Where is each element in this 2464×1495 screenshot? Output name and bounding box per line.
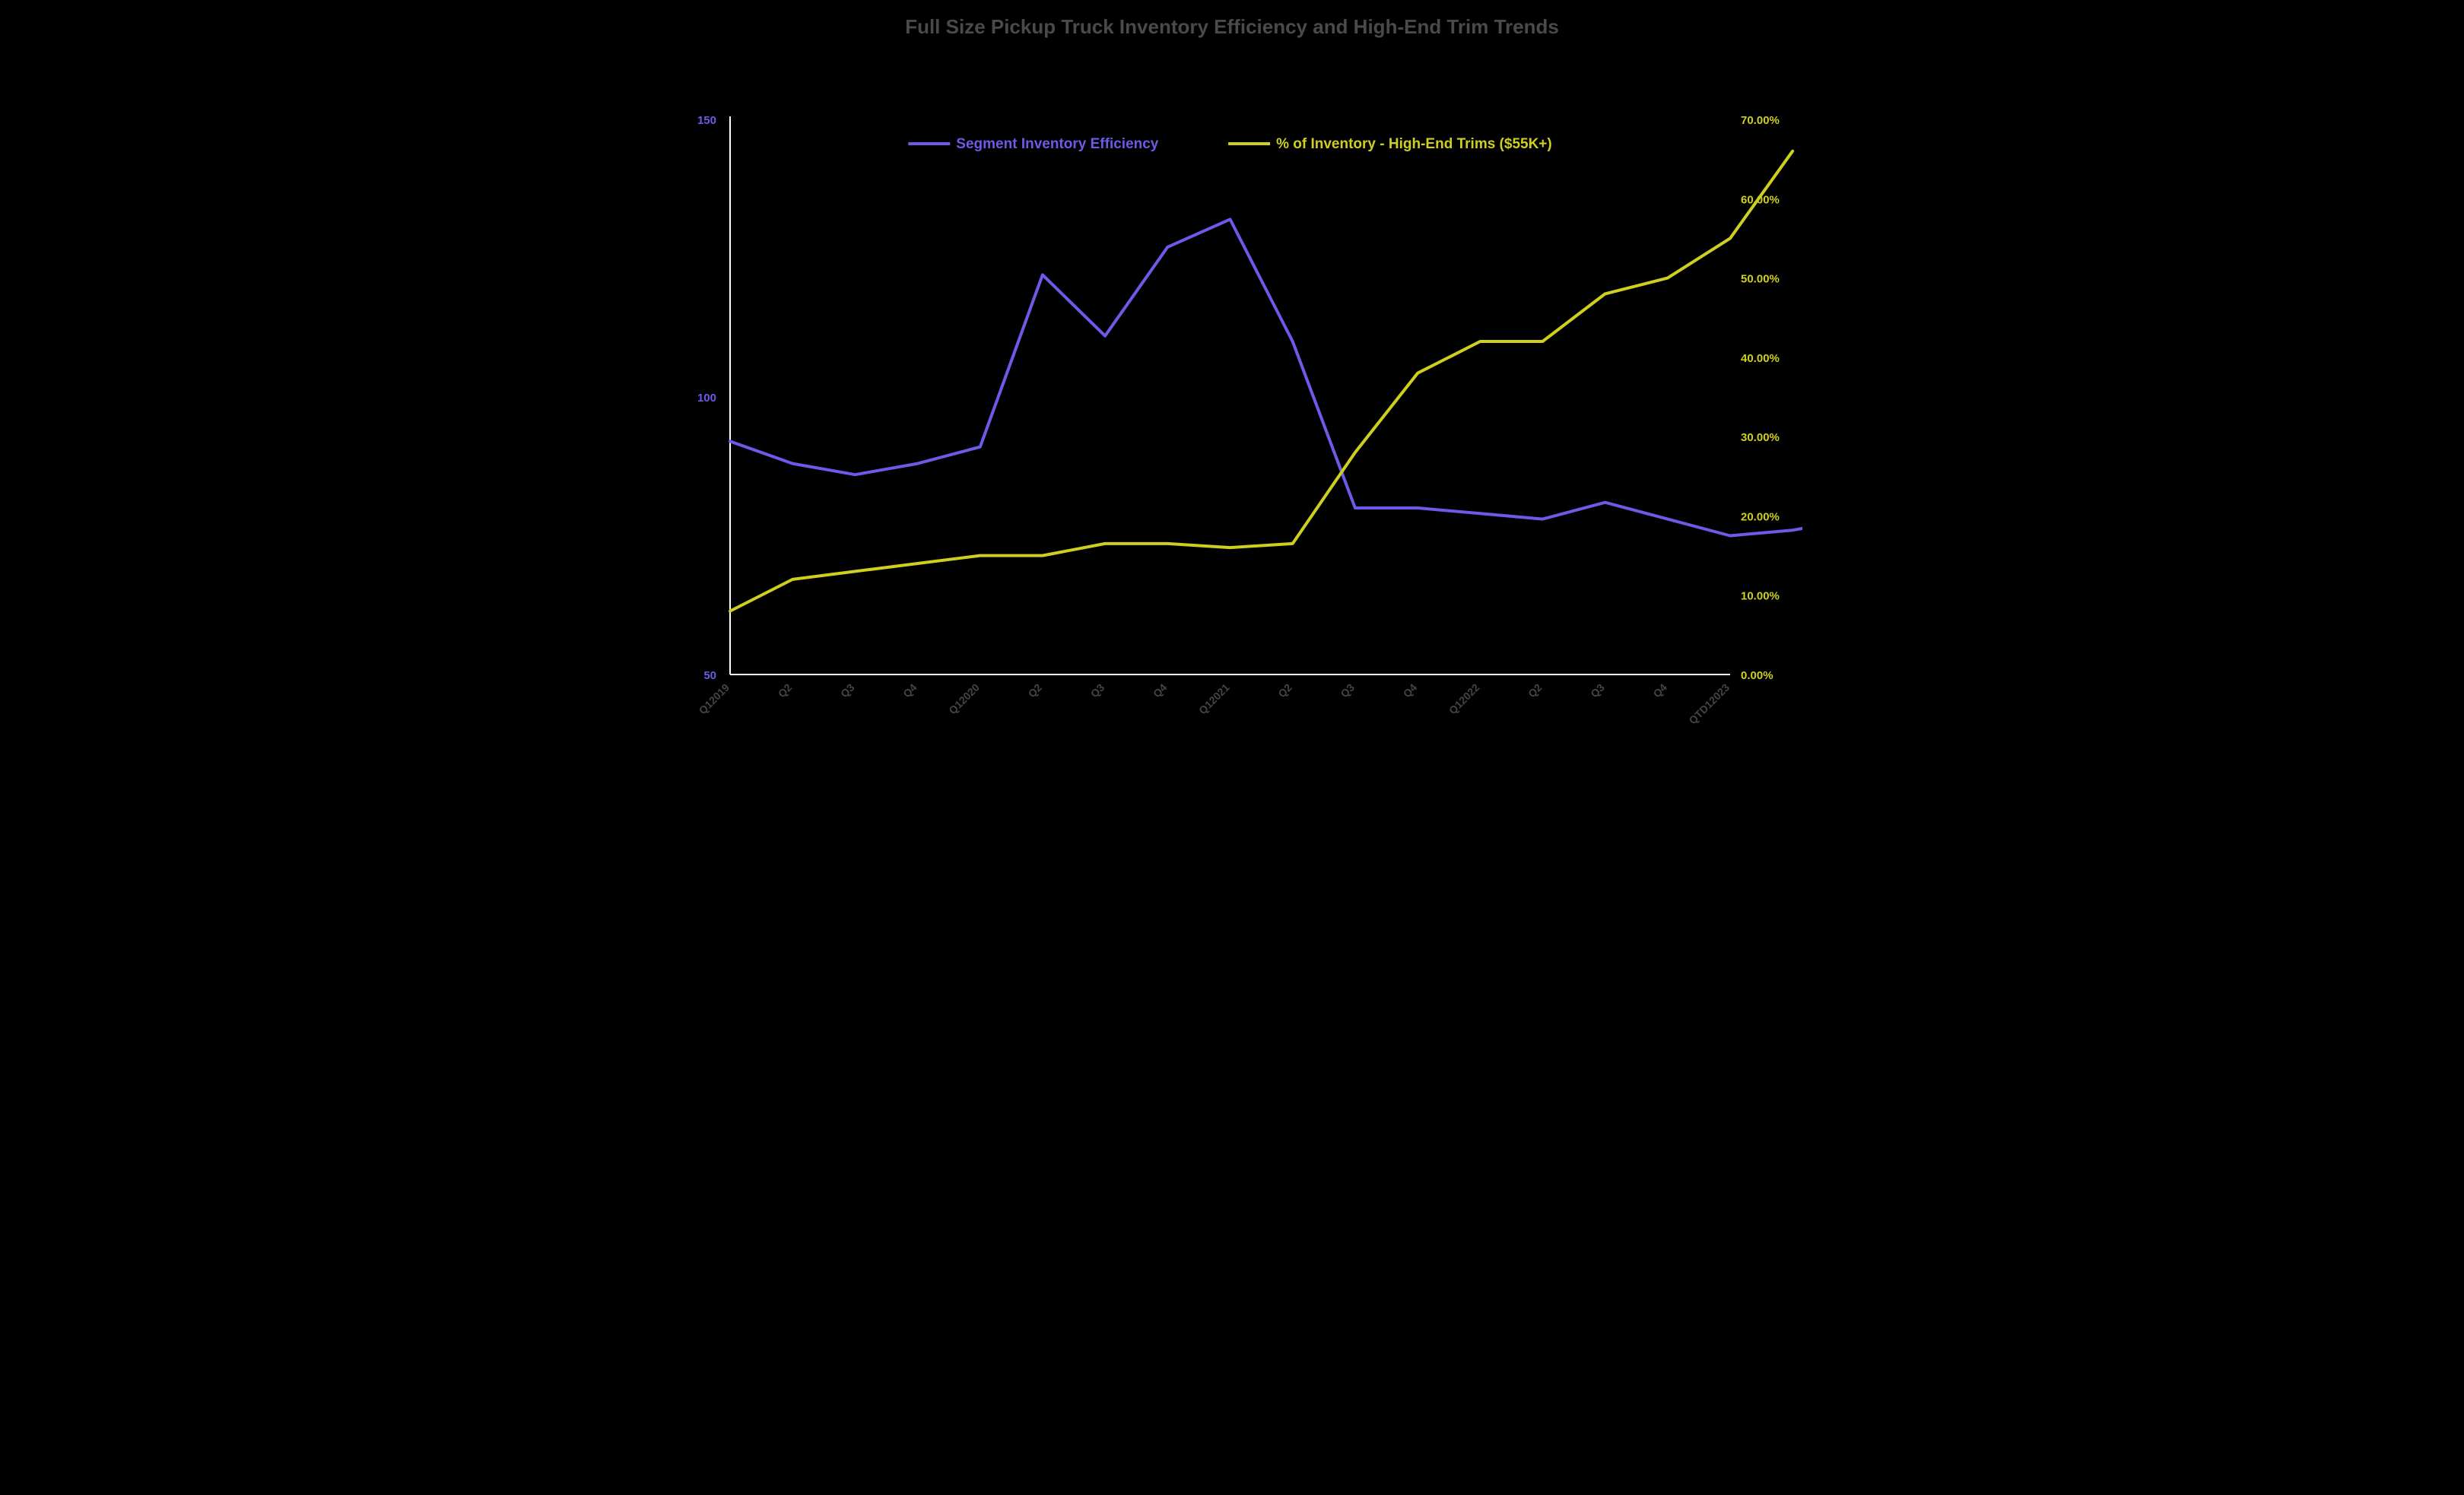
right-axis-tick-label: 10.00% bbox=[1741, 590, 1780, 603]
right-axis-tick-label: 0.00% bbox=[1741, 669, 1773, 682]
right-axis-tick-label: 50.00% bbox=[1741, 273, 1780, 286]
right-axis-tick-label: 70.00% bbox=[1741, 114, 1780, 127]
right-axis-tick-label: 20.00% bbox=[1741, 510, 1780, 523]
chart-title: Full Size Pickup Truck Inventory Efficie… bbox=[662, 0, 1802, 43]
x-axis-tick-label: Q3 bbox=[1588, 681, 1607, 700]
x-axis-tick-label: Q4 bbox=[1650, 681, 1669, 700]
series-line bbox=[730, 219, 1802, 535]
left-axis-tick-label: 50 bbox=[703, 669, 716, 682]
legend-label: % of Inventory - High-End Trims ($55K+) bbox=[1276, 136, 1552, 152]
x-axis-tick-label: Q4 bbox=[900, 681, 919, 700]
x-axis-tick-label: Q2 bbox=[776, 681, 795, 700]
x-axis-tick-label: Q2 bbox=[1026, 681, 1045, 700]
x-axis-tick-label: Q4 bbox=[1151, 681, 1170, 700]
line-chart: 50 100 150 0.00% 10.00% 20.00% 30.00% 40.00% 50.… bbox=[662, 43, 1802, 728]
right-axis-tick-label: 40.00% bbox=[1741, 352, 1780, 365]
right-axis-tick-label: 30.00% bbox=[1741, 431, 1780, 444]
series-line bbox=[730, 151, 1792, 611]
x-axis-tick-label: Q2 bbox=[1275, 681, 1294, 700]
x-axis-tick-label: Q2 bbox=[1526, 681, 1545, 700]
x-axis-tick-label: Q3 bbox=[1088, 681, 1107, 700]
x-axis-tick-label: Q12019 bbox=[697, 681, 732, 717]
x-axis-tick-label: Q4 bbox=[1401, 681, 1420, 700]
x-axis-tick-label: Q3 bbox=[1338, 681, 1357, 700]
legend-label: Segment Inventory Efficiency bbox=[956, 136, 1159, 152]
x-axis-tick-label: QTD12023 bbox=[1686, 681, 1732, 727]
x-axis-tick-label: Q12020 bbox=[946, 681, 982, 717]
x-axis-tick-label: Q3 bbox=[838, 681, 857, 700]
x-axis-tick-label: Q12021 bbox=[1196, 681, 1232, 717]
left-axis-tick-label: 100 bbox=[697, 392, 716, 405]
x-axis-tick-label: Q12022 bbox=[1446, 681, 1482, 717]
left-axis-tick-label: 150 bbox=[697, 114, 716, 127]
